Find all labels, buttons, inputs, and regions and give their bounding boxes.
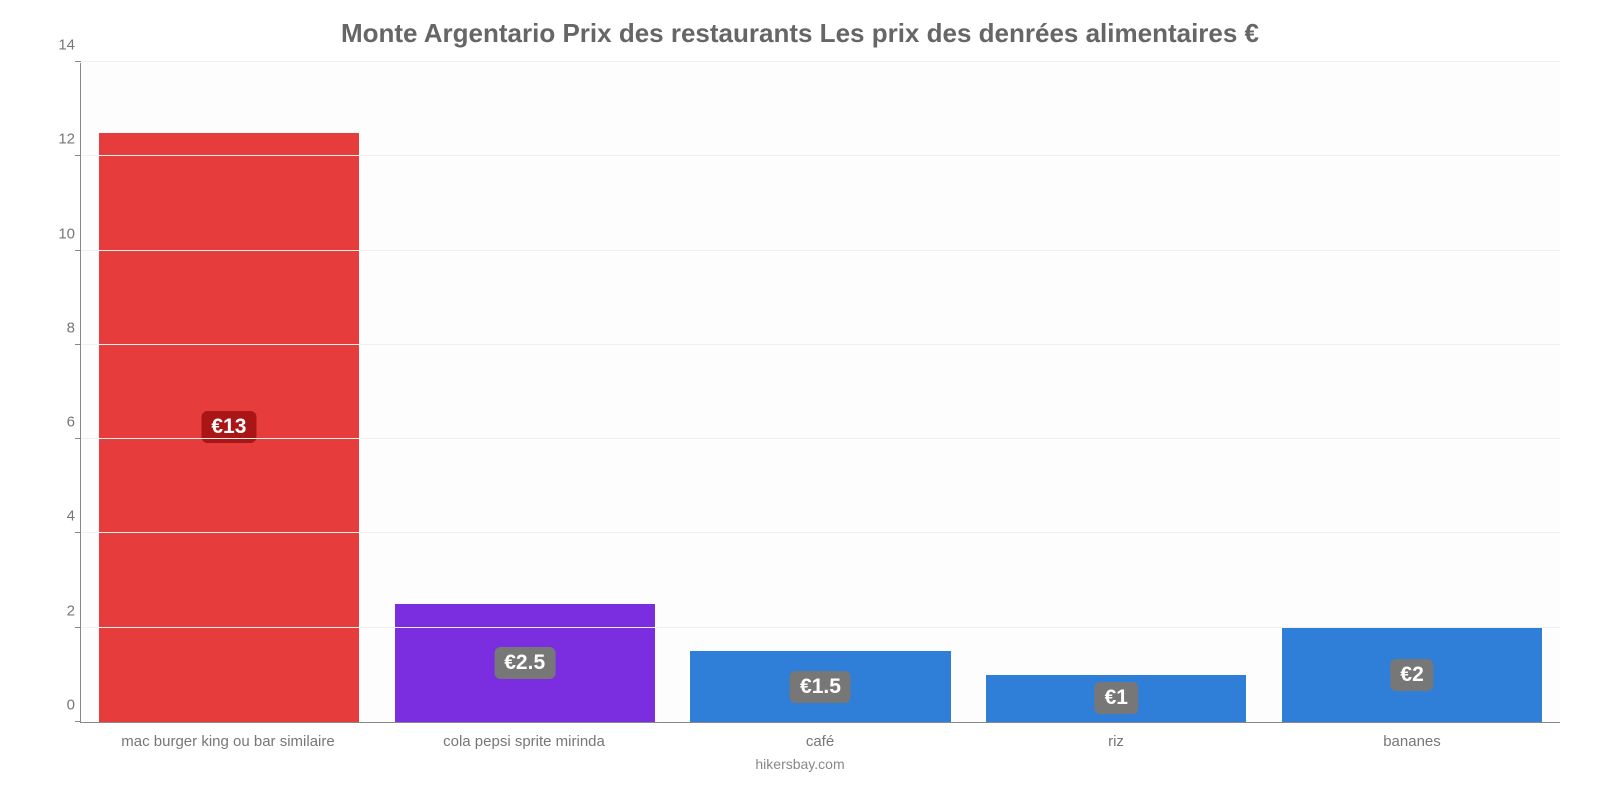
x-axis-label: café [672,723,968,750]
bar-slot: €1 [968,63,1264,722]
chart-title: Monte Argentario Prix des restaurants Le… [30,18,1570,49]
bar-value-label: €2 [1390,659,1433,691]
price-bar-chart: Monte Argentario Prix des restaurants Le… [0,0,1600,800]
ytick-mark [75,344,81,345]
ytick-label: 8 [41,319,75,336]
grid-line [81,627,1560,628]
credit-text: hikersbay.com [30,756,1570,772]
bar-slot: €1.5 [673,63,969,722]
bar: €1.5 [690,651,950,722]
x-axis-labels: mac burger king ou bar similairecola pep… [80,723,1560,750]
ytick-mark [75,532,81,533]
bar: €2.5 [395,604,655,722]
ytick-mark [75,627,81,628]
grid-line [81,344,1560,345]
ytick-label: 10 [41,225,75,242]
ytick-label: 0 [41,697,75,714]
grid-line [81,61,1560,62]
grid-line [81,155,1560,156]
bar: €1 [986,675,1246,722]
x-axis-label: bananes [1264,723,1560,750]
ytick-label: 14 [41,37,75,54]
ytick-mark [75,438,81,439]
ytick-label: 2 [41,602,75,619]
ytick-label: 12 [41,131,75,148]
grid-line [81,250,1560,251]
bars-container: €13 €2.5 €1.5 €1 €2 [81,63,1560,722]
plot-area: €13€2.5€1.5€1€2 02468101214 [80,63,1560,723]
bar-slot: €2.5 [377,63,673,722]
x-axis-label: mac burger king ou bar similaire [80,723,376,750]
grid-line [81,532,1560,533]
bar-value-label: €2.5 [494,647,555,679]
ytick-mark [75,61,81,62]
ytick-mark [75,155,81,156]
ytick-mark [75,250,81,251]
bar-value-label: €1 [1095,682,1138,714]
bar: €13 [99,133,359,722]
ytick-mark [75,721,81,722]
grid-line [81,438,1560,439]
x-axis-label: cola pepsi sprite mirinda [376,723,672,750]
bar: €2 [1282,628,1542,722]
ytick-label: 6 [41,414,75,431]
bar-slot: €13 [81,63,377,722]
x-axis-label: riz [968,723,1264,750]
ytick-label: 4 [41,508,75,525]
bar-value-label: €1.5 [790,671,851,703]
bar-slot: €2 [1264,63,1560,722]
